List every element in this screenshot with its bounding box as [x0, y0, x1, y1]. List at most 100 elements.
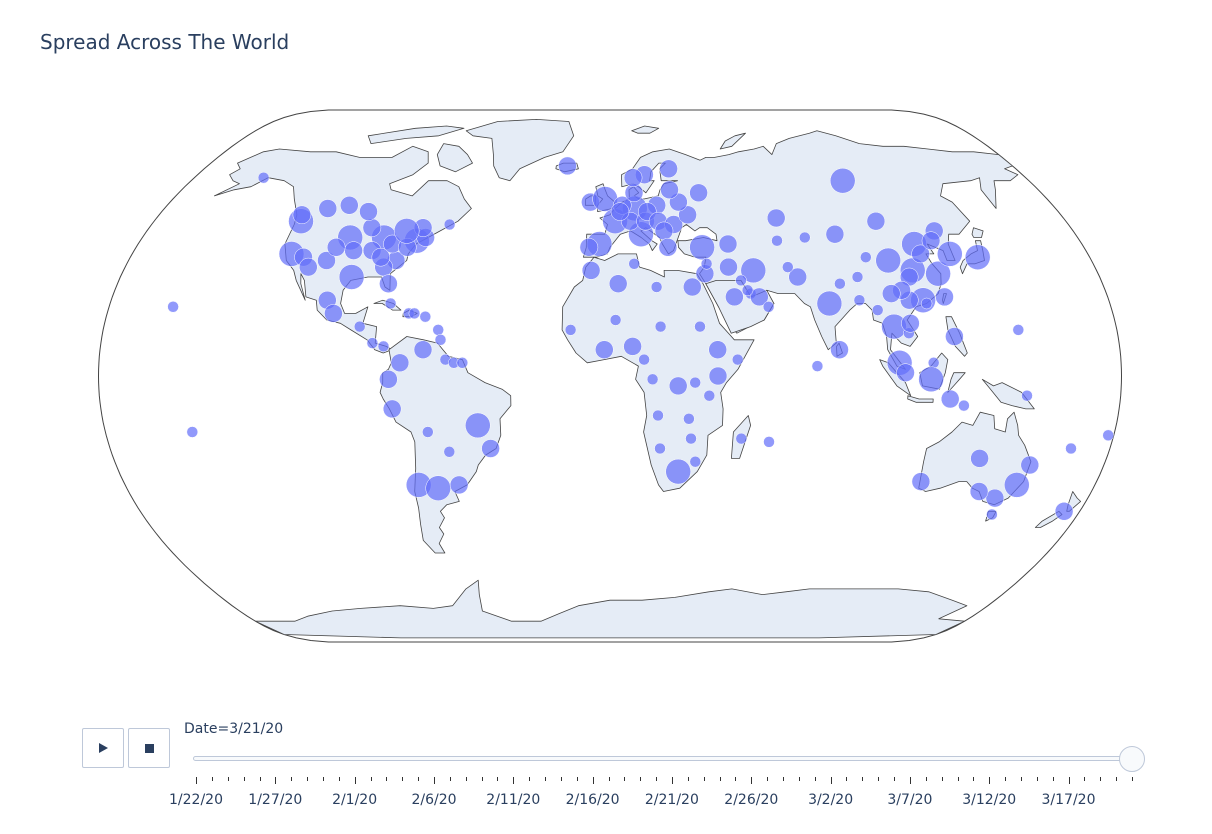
case-marker[interactable] — [393, 218, 420, 244]
case-marker[interactable] — [911, 472, 931, 491]
case-marker[interactable] — [659, 159, 678, 179]
case-marker[interactable] — [882, 284, 901, 303]
case-marker[interactable] — [425, 475, 451, 501]
case-marker[interactable] — [816, 290, 843, 317]
case-marker[interactable] — [958, 399, 970, 412]
case-marker[interactable] — [650, 281, 663, 293]
case-marker[interactable] — [935, 287, 954, 307]
case-marker[interactable] — [830, 340, 849, 359]
case-marker[interactable] — [338, 264, 365, 290]
case-marker[interactable] — [652, 409, 664, 422]
case-marker[interactable] — [326, 238, 346, 257]
case-marker[interactable] — [434, 334, 447, 346]
case-marker[interactable] — [860, 251, 872, 263]
case-marker[interactable] — [740, 257, 767, 284]
case-marker[interactable] — [969, 482, 989, 501]
case-marker[interactable] — [419, 310, 432, 323]
case-marker[interactable] — [921, 231, 941, 250]
case-marker[interactable] — [700, 258, 713, 270]
case-marker[interactable] — [875, 247, 901, 274]
case-marker[interactable] — [340, 196, 359, 215]
case-marker[interactable] — [408, 307, 421, 320]
case-marker[interactable] — [638, 353, 650, 366]
case-marker[interactable] — [432, 324, 444, 336]
case-marker[interactable] — [918, 366, 944, 393]
case-marker[interactable] — [750, 287, 769, 307]
case-marker[interactable] — [443, 446, 456, 458]
case-marker[interactable] — [344, 241, 363, 260]
case-marker[interactable] — [481, 439, 500, 458]
case-marker[interactable] — [362, 218, 382, 237]
case-marker[interactable] — [799, 231, 811, 244]
case-marker[interactable] — [456, 357, 469, 369]
case-marker[interactable] — [866, 211, 886, 231]
case-marker[interactable] — [741, 284, 754, 297]
case-marker[interactable] — [964, 244, 991, 270]
case-marker[interactable] — [371, 247, 391, 267]
case-marker[interactable] — [579, 238, 599, 257]
case-marker[interactable] — [703, 389, 716, 402]
slider-handle[interactable] — [1119, 746, 1145, 772]
case-marker[interactable] — [763, 436, 775, 448]
case-marker[interactable] — [443, 218, 456, 231]
case-marker[interactable] — [608, 274, 628, 293]
case-marker[interactable] — [940, 389, 960, 409]
case-marker[interactable] — [718, 234, 738, 254]
case-marker[interactable] — [689, 376, 701, 389]
case-marker[interactable] — [167, 301, 179, 313]
marker-layer[interactable] — [167, 156, 1114, 521]
case-marker[interactable] — [449, 475, 469, 495]
case-marker[interactable] — [985, 488, 1005, 508]
case-marker[interactable] — [317, 251, 336, 270]
case-marker[interactable] — [896, 363, 915, 382]
case-marker[interactable] — [668, 376, 688, 396]
case-marker[interactable] — [825, 224, 845, 244]
case-marker[interactable] — [970, 449, 989, 468]
case-marker[interactable] — [683, 413, 695, 425]
case-marker[interactable] — [658, 238, 678, 257]
case-marker[interactable] — [353, 320, 366, 333]
case-marker[interactable] — [689, 455, 702, 468]
case-marker[interactable] — [646, 373, 659, 386]
case-marker[interactable] — [1021, 389, 1033, 402]
case-marker[interactable] — [390, 353, 410, 373]
case-marker[interactable] — [911, 244, 930, 264]
case-marker[interactable] — [558, 156, 577, 176]
case-marker[interactable] — [678, 205, 697, 225]
case-marker[interactable] — [299, 257, 318, 277]
case-marker[interactable] — [829, 167, 856, 194]
case-marker[interactable] — [377, 340, 390, 353]
case-marker[interactable] — [413, 340, 433, 359]
case-marker[interactable] — [1012, 324, 1025, 336]
case-marker[interactable] — [186, 426, 199, 438]
case-marker[interactable] — [920, 297, 933, 310]
case-marker[interactable] — [901, 314, 920, 333]
case-marker[interactable] — [654, 221, 674, 241]
case-marker[interactable] — [731, 353, 744, 366]
case-marker[interactable] — [685, 432, 697, 445]
case-marker[interactable] — [665, 458, 691, 485]
case-marker[interactable] — [324, 304, 343, 323]
case-marker[interactable] — [683, 277, 702, 297]
case-marker[interactable] — [359, 202, 378, 221]
case-marker[interactable] — [623, 337, 642, 356]
case-marker[interactable] — [811, 360, 824, 372]
case-marker[interactable] — [708, 366, 728, 386]
case-marker[interactable] — [379, 370, 398, 389]
play-button[interactable] — [82, 728, 124, 768]
case-marker[interactable] — [382, 399, 402, 419]
stop-button[interactable] — [128, 728, 170, 768]
case-marker[interactable] — [694, 320, 706, 333]
case-marker[interactable] — [937, 241, 963, 267]
case-marker[interactable] — [689, 183, 708, 203]
case-marker[interactable] — [945, 327, 964, 346]
case-marker[interactable] — [871, 304, 884, 316]
case-marker[interactable] — [1102, 429, 1114, 442]
slider-track[interactable] — [193, 756, 1133, 761]
case-marker[interactable] — [292, 205, 312, 225]
case-marker[interactable] — [660, 180, 679, 200]
case-marker[interactable] — [1065, 442, 1077, 455]
case-marker[interactable] — [735, 432, 748, 445]
case-marker[interactable] — [851, 271, 864, 283]
